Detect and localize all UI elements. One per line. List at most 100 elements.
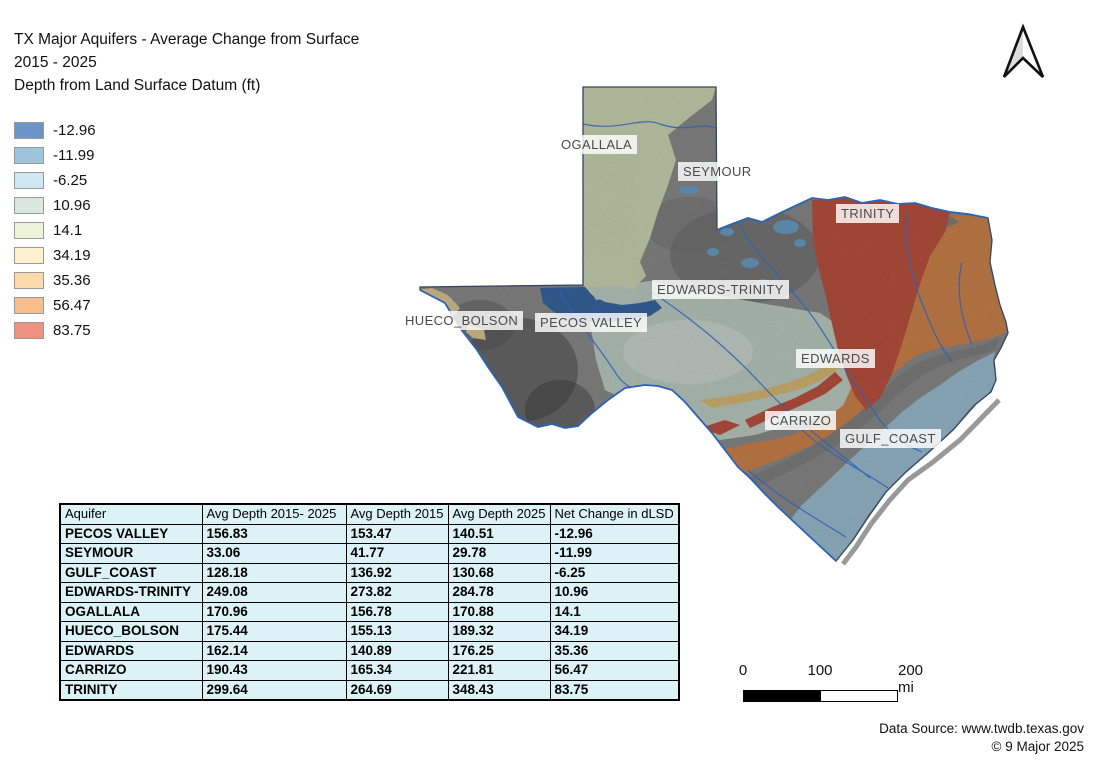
table-row: TRINITY 299.64 264.69 348.43 83.75 — [59, 679, 680, 701]
cell-value: -12.96 — [549, 523, 680, 544]
cell-value: 10.96 — [549, 582, 680, 603]
table-row: SEYMOUR 33.06 41.77 29.78 -11.99 — [59, 543, 680, 564]
cell-value: 170.96 — [201, 601, 347, 622]
cell-value: 34.19 — [549, 621, 680, 642]
rio-grande-border — [419, 289, 837, 562]
legend-item: 14.1 — [14, 218, 96, 243]
north-arrow-icon — [1002, 23, 1045, 78]
table-row: HUECO_BOLSON 175.44 155.13 189.32 34.19 — [59, 621, 680, 642]
col-header-aquifer: Aquifer — [59, 503, 203, 525]
col-header-avg-2025: Avg Depth 2025 — [447, 503, 551, 525]
cell-value: 299.64 — [201, 679, 347, 701]
cell-value: 130.68 — [447, 562, 551, 583]
cell-value: 128.18 — [201, 562, 347, 583]
cell-value: 175.44 — [201, 621, 347, 642]
page-title: TX Major Aquifers - Average Change from … — [14, 28, 359, 97]
legend-value: 83.75 — [53, 322, 91, 339]
cell-aquifer: GULF_COAST — [59, 562, 203, 583]
legend-item: -12.96 — [14, 118, 96, 143]
table-row: EDWARDS 162.14 140.89 176.25 35.36 — [59, 640, 680, 661]
cell-value: 264.69 — [345, 679, 449, 701]
cell-value: 170.88 — [447, 601, 551, 622]
table-row: PECOS VALLEY 156.83 153.47 140.51 -12.96 — [59, 523, 680, 544]
cell-value: 249.08 — [201, 582, 347, 603]
legend-item: 10.96 — [14, 193, 96, 218]
cell-value: 153.47 — [345, 523, 449, 544]
aquifer-label-carrizo: CARRIZO — [765, 411, 837, 430]
cell-value: 190.43 — [201, 660, 347, 681]
scale-bar-fill — [744, 691, 821, 701]
scale-bar-graphic — [743, 690, 898, 702]
aquifer-table: Aquifer Avg Depth 2015- 2025 Avg Depth 2… — [59, 503, 680, 701]
aquifer-label-gulf-coast: GULF_COAST — [840, 429, 941, 448]
cell-value: -11.99 — [549, 543, 680, 564]
col-header-avg-2015-2025: Avg Depth 2015- 2025 — [201, 503, 347, 525]
legend-value: 10.96 — [53, 197, 91, 214]
legend-value: -12.96 — [53, 122, 96, 139]
table-row: GULF_COAST 128.18 136.92 130.68 -6.25 — [59, 562, 680, 583]
aquifer-label-pecos-valley: PECOS VALLEY — [535, 313, 648, 332]
legend-value: 35.36 — [53, 272, 91, 289]
col-header-net-change: Net Change in dLSD — [549, 503, 680, 525]
barrier-islands — [841, 398, 1001, 566]
legend-swatch — [14, 197, 44, 214]
legend-value: 14.1 — [53, 222, 83, 239]
cell-aquifer: HUECO_BOLSON — [59, 621, 203, 642]
table-row: OGALLALA 170.96 156.78 170.88 14.1 — [59, 601, 680, 622]
legend-swatch — [14, 322, 44, 339]
legend-item: 34.19 — [14, 243, 96, 268]
cell-value: 41.77 — [345, 543, 449, 564]
table-row: CARRIZO 190.43 165.34 221.81 56.47 — [59, 660, 680, 681]
cell-value: 156.78 — [345, 601, 449, 622]
cell-value: 35.36 — [549, 640, 680, 661]
cell-value: 136.92 — [345, 562, 449, 583]
red-river-border — [716, 196, 989, 231]
cell-value: 348.43 — [447, 679, 551, 701]
cell-value: 189.32 — [447, 621, 551, 642]
scale-tick-100: 100 — [807, 662, 833, 679]
cell-aquifer: EDWARDS — [59, 640, 203, 661]
cell-aquifer: CARRIZO — [59, 660, 203, 681]
legend-item: -11.99 — [14, 143, 96, 168]
data-source-text: Data Source: www.twdb.texas.gov — [879, 721, 1084, 736]
cell-aquifer: SEYMOUR — [59, 543, 203, 564]
cell-value: 29.78 — [447, 543, 551, 564]
cell-value: 176.25 — [447, 640, 551, 661]
title-line-2: 2015 - 2025 — [14, 54, 97, 71]
legend-swatch — [14, 297, 44, 314]
aquifer-label-edwards: EDWARDS — [796, 349, 875, 368]
cell-value: 165.34 — [345, 660, 449, 681]
legend-item: 35.36 — [14, 268, 96, 293]
cell-value: 156.83 — [201, 523, 347, 544]
cell-value: 14.1 — [549, 601, 680, 622]
cell-value: 56.47 — [549, 660, 680, 681]
legend-value: -11.99 — [53, 147, 95, 164]
legend-swatch — [14, 247, 44, 264]
legend-value: 56.47 — [53, 297, 91, 314]
legend-item: 83.75 — [14, 318, 96, 343]
cell-value: 221.81 — [447, 660, 551, 681]
cell-value: 140.89 — [345, 640, 449, 661]
cell-value: 140.51 — [447, 523, 551, 544]
legend-value: 34.19 — [53, 247, 91, 264]
cell-aquifer: EDWARDS-TRINITY — [59, 582, 203, 603]
legend: -12.96 -11.99 -6.25 10.96 14.1 34.19 35.… — [14, 118, 96, 343]
scale-tick-200: 200 mi — [898, 662, 924, 696]
legend-swatch — [14, 172, 44, 189]
cell-aquifer: PECOS VALLEY — [59, 523, 203, 544]
cell-value: 284.78 — [447, 582, 551, 603]
aquifer-label-hueco-bolson: HUECO_BOLSON — [400, 311, 524, 330]
table-header-row: Aquifer Avg Depth 2015- 2025 Avg Depth 2… — [59, 503, 680, 525]
legend-swatch — [14, 272, 44, 289]
cell-aquifer: OGALLALA — [59, 601, 203, 622]
aquifer-label-seymour: SEYMOUR — [678, 162, 757, 181]
table-row: EDWARDS-TRINITY 249.08 273.82 284.78 10.… — [59, 582, 680, 603]
footer: Data Source: www.twdb.texas.gov © 9 Majo… — [879, 720, 1084, 756]
cell-value: 162.14 — [201, 640, 347, 661]
aquifer-label-edwards-trinity: EDWARDS-TRINITY — [652, 280, 789, 299]
legend-swatch — [14, 147, 44, 164]
legend-swatch — [14, 122, 44, 139]
col-header-avg-2015: Avg Depth 2015 — [345, 503, 449, 525]
